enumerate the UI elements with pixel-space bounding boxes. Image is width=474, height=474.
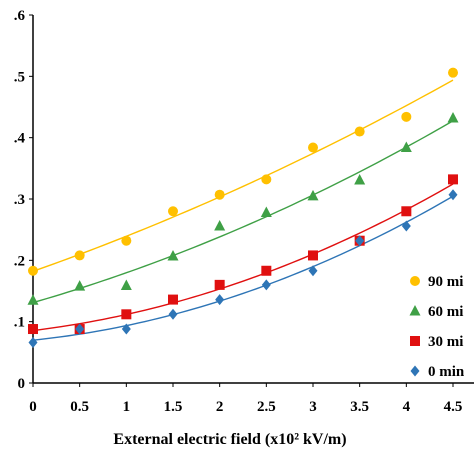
x-tick-label: 2.5 [257, 399, 276, 415]
data-point [28, 265, 38, 276]
legend-label: 30 mi [428, 334, 463, 350]
y-tick-label: .2 [14, 253, 25, 269]
x-tick-label: 4.5 [444, 399, 463, 415]
data-point [261, 174, 272, 185]
trendline [32, 195, 454, 341]
data-point [261, 265, 272, 276]
data-point [167, 250, 179, 261]
data-point [401, 111, 412, 122]
trendline [32, 120, 454, 304]
x-axis-title: External electric field (x10² kV/m) [113, 431, 346, 448]
data-point [448, 174, 458, 185]
data-points [27, 67, 459, 349]
x-tick-label: 2 [216, 399, 224, 415]
x-tick-label: 1.5 [164, 399, 183, 415]
legend-label: 60 mi [428, 304, 463, 320]
trendline [32, 183, 454, 332]
data-point [168, 206, 178, 217]
data-point [307, 189, 319, 201]
data-point [401, 206, 412, 217]
data-point [168, 294, 178, 305]
data-point [214, 279, 225, 290]
legend-label: 90 mi [428, 274, 463, 290]
x-tick-label: 1 [123, 399, 131, 415]
data-point [168, 308, 178, 320]
data-point [401, 220, 411, 232]
data-point [448, 67, 458, 78]
x-tick-label: 3 [309, 399, 317, 415]
y-tick-label: .6 [14, 8, 26, 24]
data-point [354, 173, 366, 185]
data-point [215, 294, 225, 306]
data-point [354, 126, 365, 137]
data-point [27, 294, 39, 305]
x-tick-label: 0.5 [70, 399, 89, 415]
trendlines [32, 79, 454, 341]
data-point [308, 142, 318, 153]
data-point [308, 265, 318, 277]
data-point [28, 324, 38, 335]
data-point [121, 323, 131, 335]
data-point [260, 206, 272, 217]
data-point [355, 235, 365, 247]
x-tick-label: 0 [29, 399, 37, 415]
y-tick-label: .1 [14, 315, 25, 331]
data-point [121, 235, 132, 246]
y-tick-label: .4 [14, 131, 26, 147]
x-tick-label: 3.5 [350, 399, 369, 415]
data-point [214, 189, 225, 200]
legend-marker [410, 336, 420, 346]
data-point [261, 279, 271, 291]
data-point [448, 189, 458, 201]
legend-marker [410, 365, 420, 377]
data-point [28, 337, 38, 349]
x-tick-label: 4 [403, 399, 411, 415]
legend: 90 mi 60 mi 30 mi 0 min [409, 274, 465, 380]
data-point [400, 141, 412, 152]
y-tick-label: .3 [14, 192, 25, 208]
data-point [214, 219, 226, 231]
data-point [447, 112, 459, 123]
data-point [75, 323, 85, 335]
y-tick-label: .5 [14, 69, 25, 85]
legend-marker [409, 305, 421, 316]
y-tick-label: 0 [18, 376, 26, 392]
legend-label: 0 min [428, 364, 465, 380]
data-point [121, 309, 132, 320]
data-point [308, 250, 318, 261]
trendline [32, 79, 454, 272]
legend-marker [410, 276, 420, 286]
data-point [74, 280, 86, 291]
data-point [120, 279, 132, 290]
data-point [74, 250, 85, 261]
axis-ticks: 0 .1 .2 .3 .4 .5 .6 0 0.5 1 1.5 2 2.5 3 3.5 4 4.5 [14, 8, 463, 415]
